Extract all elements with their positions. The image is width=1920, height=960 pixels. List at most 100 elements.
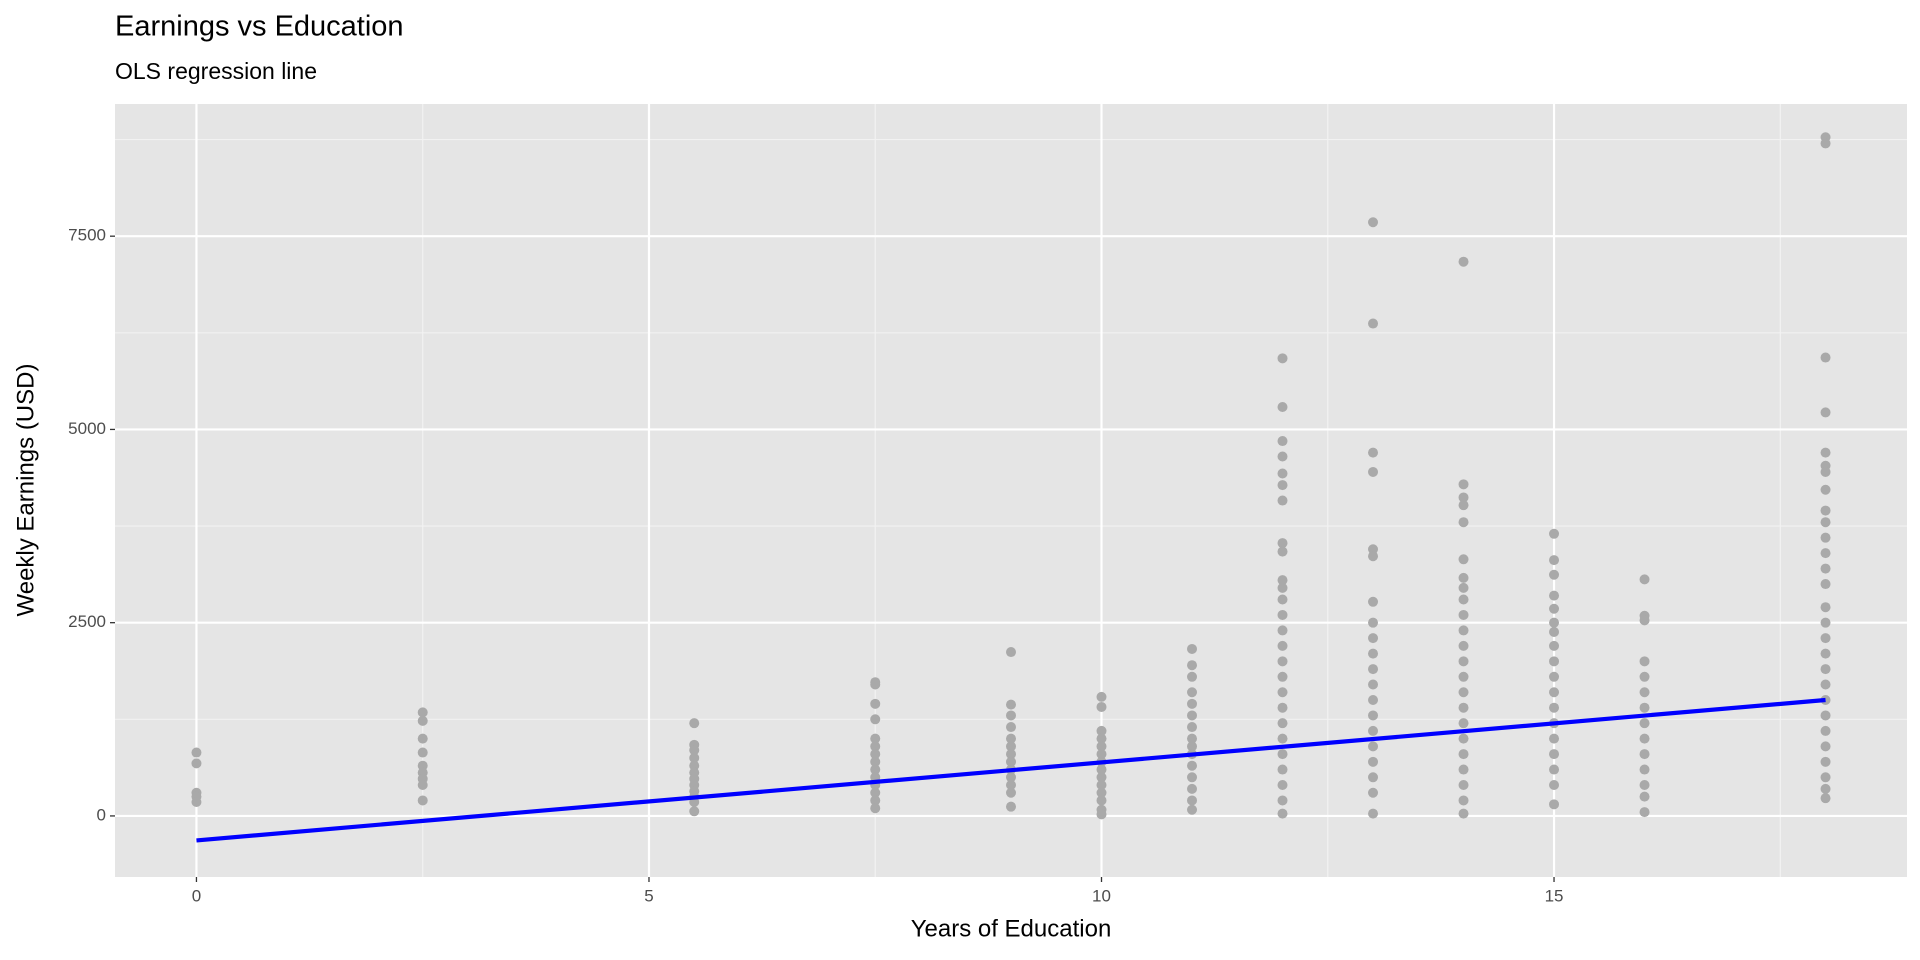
data-point <box>1820 484 1831 495</box>
data-point <box>1368 772 1379 783</box>
data-point <box>1277 468 1288 479</box>
data-point <box>1458 640 1469 651</box>
data-point <box>1096 749 1107 760</box>
x-tick-label: 10 <box>1092 886 1111 905</box>
data-point <box>1458 808 1469 819</box>
data-point <box>1458 749 1469 760</box>
data-point <box>1277 687 1288 698</box>
data-point <box>1277 749 1288 760</box>
data-point <box>1368 633 1379 644</box>
data-point <box>870 795 881 806</box>
data-point <box>1639 733 1650 744</box>
data-point <box>1006 787 1016 798</box>
data-point <box>1820 741 1831 752</box>
data-point <box>1006 741 1016 752</box>
data-point <box>689 745 700 756</box>
data-point <box>1187 687 1198 698</box>
data-point <box>1368 725 1379 736</box>
data-point <box>1368 741 1379 752</box>
x-axis-title: Years of Education <box>911 915 1112 942</box>
data-point <box>1820 447 1831 458</box>
data-point <box>1639 615 1650 626</box>
data-point <box>1368 787 1379 798</box>
data-point <box>1187 795 1198 806</box>
data-point <box>1006 647 1016 658</box>
data-point <box>1096 733 1107 744</box>
regression-line <box>196 697 1826 843</box>
data-point <box>1549 749 1560 760</box>
data-point <box>1820 633 1831 644</box>
data-point <box>1639 702 1650 713</box>
data-point <box>1006 801 1016 812</box>
data-point <box>1187 741 1198 752</box>
x-tick-label: 5 <box>644 886 653 905</box>
y-tick-label: 5000 <box>68 419 106 438</box>
data-point <box>1277 764 1288 775</box>
data-point <box>1639 749 1650 760</box>
chart-subtitle: OLS regression line <box>115 58 317 84</box>
data-point <box>1187 733 1198 744</box>
data-point <box>1639 718 1650 729</box>
data-point <box>1458 500 1469 511</box>
data-point <box>1820 517 1831 528</box>
data-point <box>1549 528 1560 539</box>
data-point <box>1187 783 1198 794</box>
y-tick-label: 2500 <box>68 612 106 631</box>
data-point <box>1368 217 1379 228</box>
data-point <box>417 733 428 744</box>
y-tick-label: 7500 <box>68 226 106 245</box>
data-point <box>1187 760 1198 771</box>
data-point <box>870 679 881 690</box>
data-point <box>1458 479 1469 490</box>
data-point <box>1549 656 1560 667</box>
data-point <box>1096 701 1107 712</box>
data-point <box>1277 495 1288 506</box>
y-axis-title: Weekly Earnings (USD) <box>12 364 39 617</box>
data-point <box>1549 764 1560 775</box>
x-tick-label: 15 <box>1545 886 1564 905</box>
data-point <box>870 714 881 725</box>
data-point <box>1820 548 1831 559</box>
data-point <box>1096 691 1107 702</box>
data-point <box>1820 466 1831 477</box>
data-point <box>1820 505 1831 516</box>
data-point <box>1096 772 1107 783</box>
data-point <box>870 733 881 744</box>
data-point <box>1277 780 1288 791</box>
data-point <box>1277 702 1288 713</box>
data-point <box>870 741 881 752</box>
data-point <box>1820 793 1831 804</box>
data-point <box>1549 640 1560 651</box>
data-point <box>1368 664 1379 675</box>
data-point <box>870 756 881 767</box>
data-point <box>1639 574 1650 585</box>
data-point <box>689 760 700 771</box>
data-point <box>417 780 428 791</box>
data-point <box>1639 671 1650 682</box>
data-point <box>1458 609 1469 620</box>
data-point <box>1368 679 1379 690</box>
data-point <box>1549 733 1560 744</box>
data-point <box>1006 780 1016 791</box>
data-point <box>1368 756 1379 767</box>
data-point <box>417 747 428 758</box>
data-point <box>191 797 202 808</box>
data-point <box>1277 538 1288 549</box>
data-point <box>1187 710 1198 721</box>
data-point <box>1549 671 1560 682</box>
data-point <box>1006 772 1016 783</box>
data-point <box>1187 660 1198 671</box>
data-point <box>1820 138 1831 149</box>
data-point <box>1006 733 1016 744</box>
data-point <box>1277 575 1288 586</box>
data-point <box>1458 572 1469 583</box>
data-point <box>1277 436 1288 447</box>
data-point <box>1187 772 1198 783</box>
data-point <box>1549 590 1560 601</box>
data-point <box>1820 710 1831 721</box>
data-point <box>1549 702 1560 713</box>
data-point <box>870 787 881 798</box>
data-point <box>1006 722 1016 733</box>
data-point <box>1096 795 1107 806</box>
data-point <box>1820 648 1831 659</box>
